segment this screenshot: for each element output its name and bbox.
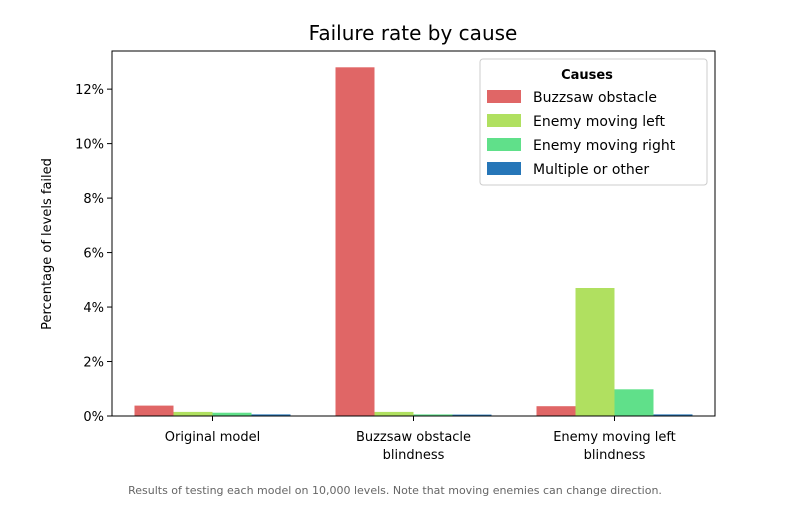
bar bbox=[134, 405, 174, 416]
chart-caption: Results of testing each model on 10,000 … bbox=[128, 484, 662, 497]
legend-title: Causes bbox=[561, 68, 613, 83]
legend-label: Multiple or other bbox=[533, 162, 649, 178]
x-tick-label: Enemy moving left blindness bbox=[553, 430, 676, 463]
chart-title: Failure rate by cause bbox=[309, 21, 518, 45]
y-axis-label: Percentage of levels failed bbox=[40, 158, 55, 330]
bars-group bbox=[134, 67, 693, 417]
bar bbox=[614, 389, 654, 416]
y-axis-ticks: 0% 2% 4% 6% 8% 10% 12% bbox=[75, 83, 112, 425]
bar-chart: Failure rate by cause Percentage of leve… bbox=[40, 21, 716, 463]
y-tick-label: 2% bbox=[83, 356, 104, 371]
bar bbox=[173, 411, 213, 416]
bar bbox=[653, 414, 693, 416]
legend-swatch bbox=[487, 162, 521, 175]
y-tick-label: 6% bbox=[83, 247, 104, 262]
plot-frame bbox=[111, 50, 716, 417]
y-tick-label: 0% bbox=[83, 410, 104, 425]
y-tick-label: 4% bbox=[83, 301, 104, 316]
bar bbox=[575, 288, 615, 416]
legend-label: Buzzsaw obstacle bbox=[533, 90, 657, 106]
legend-swatch bbox=[487, 138, 521, 151]
y-tick-label: 10% bbox=[75, 138, 104, 153]
legend-entries: Buzzsaw obstacle Enemy moving left Enemy m… bbox=[487, 90, 676, 178]
legend-swatch bbox=[487, 90, 521, 103]
legend-label: Enemy moving right bbox=[533, 138, 676, 154]
bar bbox=[452, 414, 492, 416]
bar bbox=[536, 406, 576, 416]
bar bbox=[413, 414, 453, 416]
bar bbox=[335, 67, 375, 417]
bar bbox=[212, 412, 252, 416]
bar bbox=[251, 414, 291, 416]
y-tick-label: 8% bbox=[83, 192, 104, 207]
x-axis-ticks: Original model Buzzsaw obstacle blindness E… bbox=[165, 416, 676, 463]
legend: Causes Buzzsaw obstacle Enemy moving left… bbox=[479, 58, 708, 186]
y-tick-label: 12% bbox=[75, 83, 104, 98]
bar bbox=[374, 411, 414, 416]
legend-label: Enemy moving left bbox=[533, 114, 665, 130]
x-tick-label: Buzzsaw obstacle blindness bbox=[356, 430, 471, 463]
x-tick-label: Original model bbox=[165, 430, 260, 445]
legend-swatch bbox=[487, 114, 521, 127]
legend-box bbox=[479, 58, 708, 186]
